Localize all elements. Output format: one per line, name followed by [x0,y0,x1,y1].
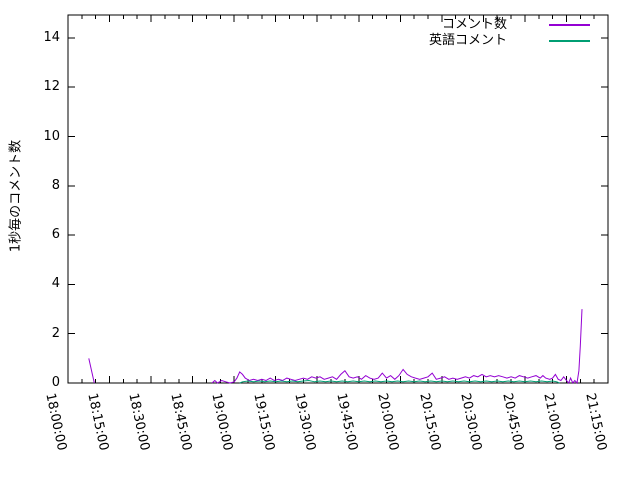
series-line-0 [88,358,95,384]
legend-line-sample [549,39,590,42]
y-tick-label: 14 [43,29,60,45]
series-line-1 [239,379,560,384]
legend-entry-1: 英語コメント [429,33,590,48]
y-tick-label: 8 [51,177,60,193]
y-tick-label: 0 [51,375,60,390]
legend-entry-0: コメント数 [429,17,590,32]
y-tick-label: 6 [51,227,60,243]
legend-label: コメント数 [441,17,507,32]
series-line-0 [211,309,583,385]
legend: コメント数 英語コメント [429,17,590,48]
legend-label: 英語コメント [428,33,507,48]
plot-border [67,14,609,384]
y-tick-label: 10 [43,128,60,144]
y-tick-label: 2 [51,325,60,341]
legend-line-sample [549,23,590,26]
y-tick-label: 12 [43,79,60,95]
y-tick-label: 4 [51,276,60,292]
